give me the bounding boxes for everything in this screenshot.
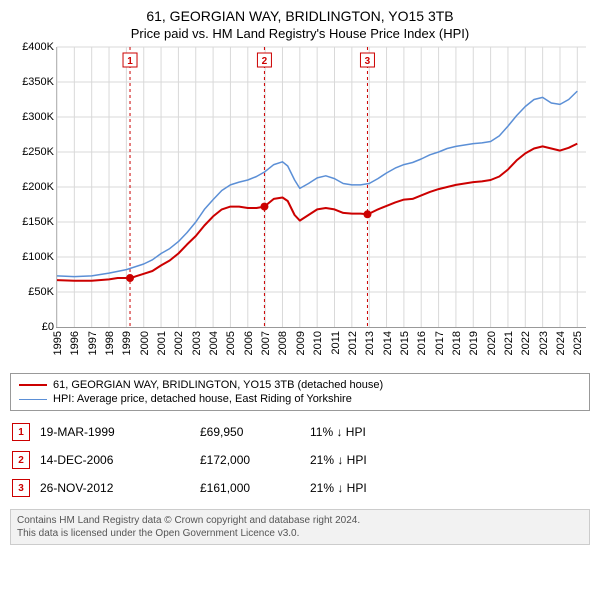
plot-region: 1 2 3	[56, 47, 586, 328]
y-axis: £0£50K£100K£150K£200K£250K£300K£350K£400…	[10, 47, 56, 327]
chart-container: 61, GEORGIAN WAY, BRIDLINGTON, YO15 3TB …	[0, 0, 600, 551]
x-tick-label: 2009	[295, 331, 307, 355]
x-tick-label: 2012	[347, 331, 359, 355]
x-tick-label: 2025	[572, 331, 584, 355]
x-tick-label: 2011	[330, 331, 342, 355]
legend-row: 61, GEORGIAN WAY, BRIDLINGTON, YO15 3TB …	[19, 378, 581, 392]
sale-date: 19-MAR-1999	[40, 425, 190, 439]
chart-subtitle: Price paid vs. HM Land Registry's House …	[10, 26, 590, 41]
x-tick-label: 2000	[139, 331, 151, 355]
svg-text:2: 2	[262, 56, 268, 67]
y-tick-label: £150K	[22, 216, 54, 228]
x-tick-label: 1998	[104, 331, 116, 355]
y-tick-label: £100K	[22, 251, 54, 263]
x-tick-label: 2020	[486, 331, 498, 355]
x-tick-label: 2003	[191, 331, 203, 355]
legend-row: HPI: Average price, detached house, East…	[19, 392, 581, 406]
x-tick-label: 2002	[173, 331, 185, 355]
x-tick-label: 2022	[520, 331, 532, 355]
x-axis: 1995199619971998199920002001200220032004…	[56, 327, 586, 367]
attribution-footer: Contains HM Land Registry data © Crown c…	[10, 509, 590, 545]
x-tick-label: 2005	[225, 331, 237, 355]
chart-title: 61, GEORGIAN WAY, BRIDLINGTON, YO15 3TB	[10, 8, 590, 24]
footer-line: Contains HM Land Registry data © Crown c…	[17, 514, 583, 527]
x-tick-label: 1999	[121, 331, 133, 355]
sales-table: 1 19-MAR-1999 £69,950 11% ↓ HPI 2 14-DEC…	[10, 419, 590, 503]
legend-swatch	[19, 399, 47, 400]
x-tick-label: 2014	[382, 331, 394, 355]
chart-area: £0£50K£100K£150K£200K£250K£300K£350K£400…	[10, 47, 590, 367]
x-tick-label: 2016	[416, 331, 428, 355]
x-tick-label: 2021	[503, 331, 515, 355]
sale-row: 2 14-DEC-2006 £172,000 21% ↓ HPI	[10, 447, 590, 475]
sale-row: 1 19-MAR-1999 £69,950 11% ↓ HPI	[10, 419, 590, 447]
sale-row: 3 26-NOV-2012 £161,000 21% ↓ HPI	[10, 475, 590, 503]
x-tick-label: 2015	[399, 331, 411, 355]
x-tick-label: 1997	[87, 331, 99, 355]
x-tick-label: 2019	[468, 331, 480, 355]
x-tick-label: 2001	[156, 331, 168, 355]
x-tick-label: 2017	[434, 331, 446, 355]
x-tick-label: 2006	[243, 331, 255, 355]
y-tick-label: £400K	[22, 41, 54, 53]
sale-badge: 3	[12, 479, 30, 497]
legend-swatch	[19, 384, 47, 386]
legend-label: HPI: Average price, detached house, East…	[53, 393, 352, 405]
x-tick-label: 2008	[277, 331, 289, 355]
y-tick-label: £300K	[22, 111, 54, 123]
x-tick-label: 2018	[451, 331, 463, 355]
legend-label: 61, GEORGIAN WAY, BRIDLINGTON, YO15 3TB …	[53, 379, 383, 391]
sale-badge-number: 3	[18, 483, 24, 494]
footer-line: This data is licensed under the Open Gov…	[17, 527, 583, 540]
sale-diff: 21% ↓ HPI	[310, 481, 590, 495]
sale-diff: 11% ↓ HPI	[310, 425, 590, 439]
x-tick-label: 1995	[52, 331, 64, 355]
sale-date: 14-DEC-2006	[40, 453, 190, 467]
y-tick-label: £200K	[22, 181, 54, 193]
x-tick-label: 2013	[364, 331, 376, 355]
x-tick-label: 2004	[208, 331, 220, 355]
sale-price: £69,950	[200, 425, 300, 439]
y-tick-label: £50K	[28, 286, 54, 298]
sale-badge-number: 2	[18, 455, 24, 466]
svg-text:1: 1	[127, 56, 133, 67]
sale-diff: 21% ↓ HPI	[310, 453, 590, 467]
x-tick-label: 2024	[555, 331, 567, 355]
x-tick-label: 2010	[312, 331, 324, 355]
sale-badge-number: 1	[18, 427, 24, 438]
x-tick-label: 1996	[69, 331, 81, 355]
svg-text:3: 3	[365, 56, 371, 67]
sale-price: £172,000	[200, 453, 300, 467]
x-tick-label: 2007	[260, 331, 272, 355]
sale-price: £161,000	[200, 481, 300, 495]
y-tick-label: £250K	[22, 146, 54, 158]
sale-badge: 1	[12, 423, 30, 441]
sale-date: 26-NOV-2012	[40, 481, 190, 495]
plot-svg: 1 2 3	[57, 47, 586, 327]
y-tick-label: £350K	[22, 76, 54, 88]
sale-badge: 2	[12, 451, 30, 469]
x-tick-label: 2023	[538, 331, 550, 355]
legend-box: 61, GEORGIAN WAY, BRIDLINGTON, YO15 3TB …	[10, 373, 590, 411]
